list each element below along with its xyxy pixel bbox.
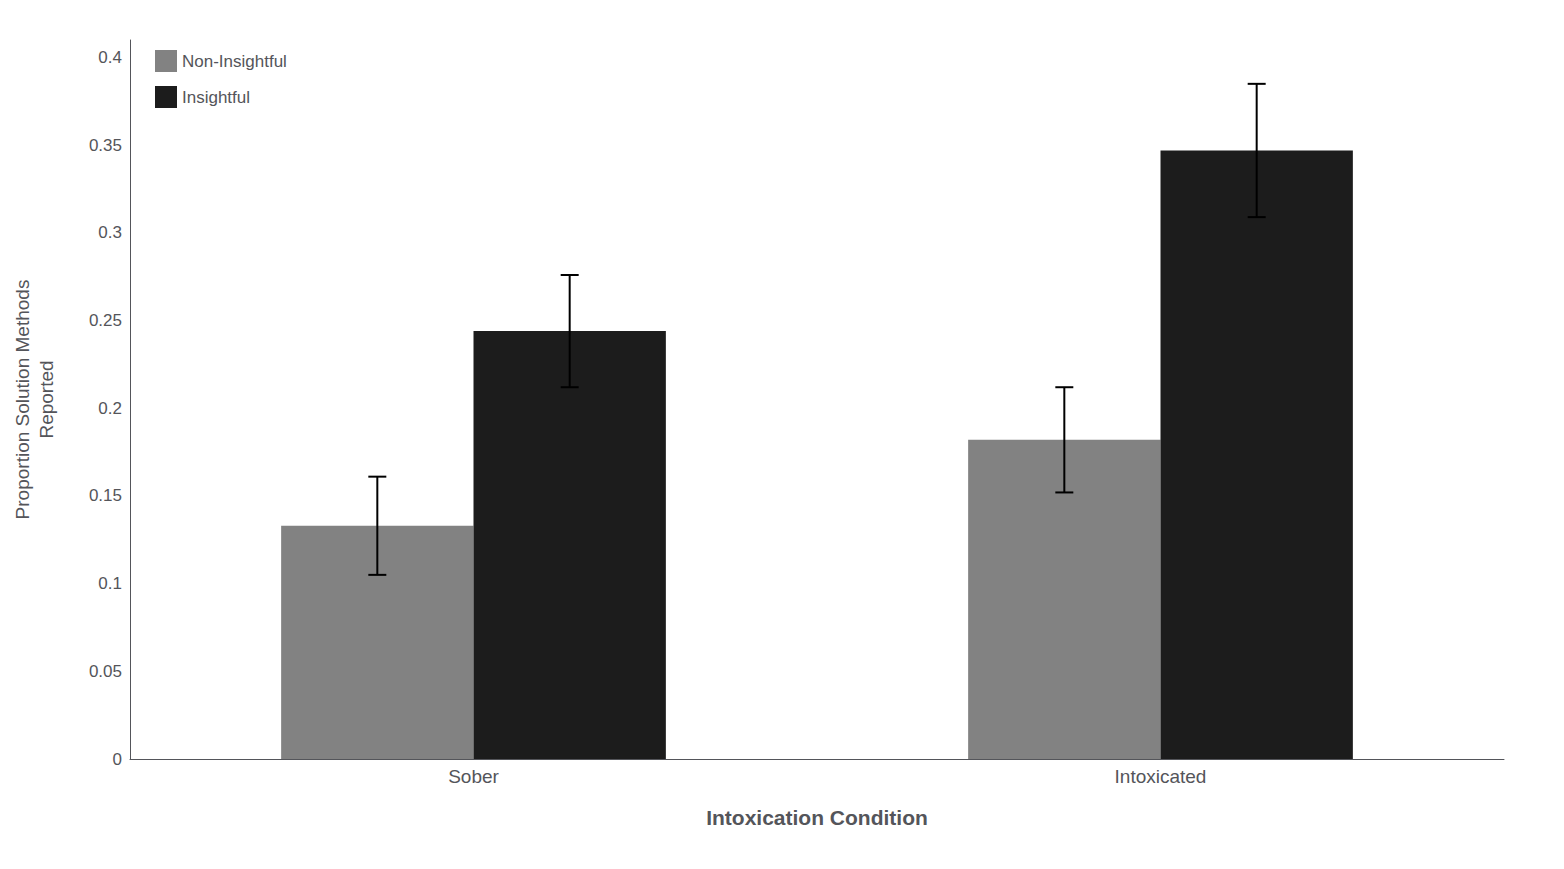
svg-text:0.3: 0.3 xyxy=(98,223,122,242)
svg-text:Sober: Sober xyxy=(448,766,499,787)
svg-text:0.25: 0.25 xyxy=(89,311,122,330)
svg-text:0.15: 0.15 xyxy=(89,486,122,505)
svg-text:Intoxicated: Intoxicated xyxy=(1115,766,1207,787)
svg-text:Non-Insightful: Non-Insightful xyxy=(182,52,287,71)
svg-text:Proportion Solution Methods: Proportion Solution Methods xyxy=(12,280,33,520)
svg-text:0.4: 0.4 xyxy=(98,48,122,67)
svg-text:0.1: 0.1 xyxy=(98,574,122,593)
svg-text:0: 0 xyxy=(113,750,122,769)
svg-text:0.35: 0.35 xyxy=(89,136,122,155)
svg-text:0.05: 0.05 xyxy=(89,662,122,681)
svg-text:Intoxication Condition: Intoxication Condition xyxy=(706,806,928,829)
svg-text:Insightful: Insightful xyxy=(182,88,250,107)
svg-text:Reported: Reported xyxy=(36,360,57,438)
svg-text:0.2: 0.2 xyxy=(98,399,122,418)
